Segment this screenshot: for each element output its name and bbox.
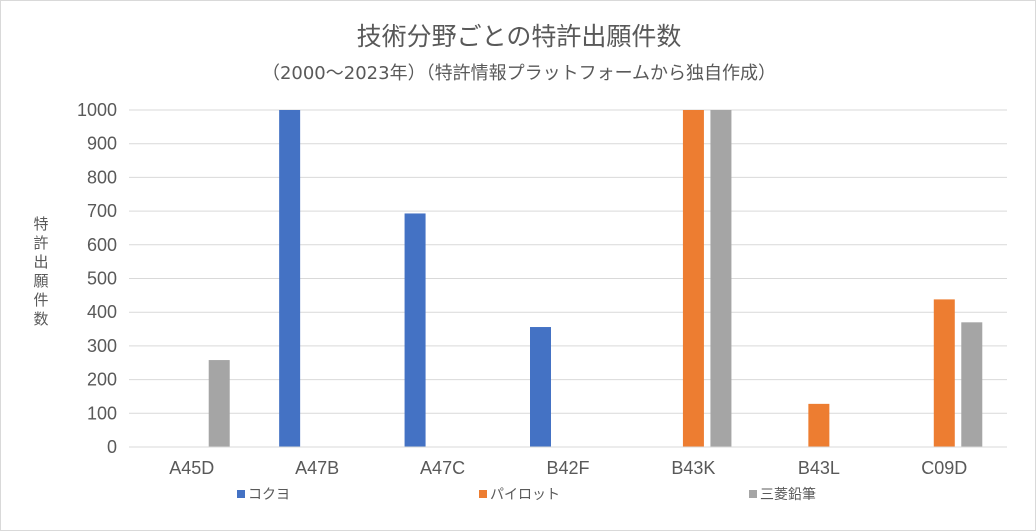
y-tick-label: 300: [87, 336, 117, 356]
chart-title: 技術分野ごとの特許出願件数: [357, 22, 682, 51]
x-tick-label: A47C: [420, 458, 465, 478]
y-tick-label: 400: [87, 302, 117, 322]
x-tick-label: C09D: [921, 458, 967, 478]
y-tick-label: 800: [87, 167, 117, 187]
y-tick-label: 700: [87, 201, 117, 221]
bar: [933, 299, 955, 447]
y-tick-label: 0: [107, 437, 117, 457]
bar: [808, 403, 830, 447]
legend-label: 三菱鉛筆: [760, 487, 816, 503]
x-tick-label: B43K: [671, 458, 715, 478]
legend-swatch: [237, 490, 245, 498]
y-tick-label: 500: [87, 269, 117, 289]
legend-swatch: [479, 490, 487, 498]
bar: [682, 110, 704, 447]
y-axis-label-char: 願: [33, 272, 48, 290]
y-tick-label: 100: [87, 403, 117, 423]
bars: [208, 110, 983, 447]
y-axis-label: 特許出願件数: [33, 215, 48, 328]
y-axis-label-char: 許: [33, 234, 48, 252]
legend-label: コクヨ: [248, 487, 290, 503]
y-axis-ticks: 0 100 200 300 400 500 600 700 800 900 1000: [77, 100, 117, 457]
x-tick-label: A45D: [169, 458, 214, 478]
y-tick-label: 600: [87, 235, 117, 255]
chart-subtitle: （2000～2023年）（特許情報プラットフォームから独自作成）: [262, 63, 776, 84]
legend-label: パイロット: [490, 487, 560, 503]
bar: [530, 327, 551, 447]
y-axis-label-char: 特: [33, 215, 48, 233]
x-tick-label: A47B: [295, 458, 339, 478]
legend: コクヨ パイロット 三菱鉛筆: [237, 487, 816, 503]
x-tick-label: B43L: [798, 458, 840, 478]
x-tick-label: B42F: [546, 458, 589, 478]
legend-swatch: [749, 490, 757, 498]
y-tick-label: 1000: [77, 100, 117, 120]
y-axis-label-char: 数: [33, 310, 48, 328]
gridlines: [129, 109, 1007, 414]
y-axis-label-char: 件: [33, 291, 48, 309]
y-axis-label-char: 出: [33, 253, 48, 271]
bar: [208, 360, 230, 447]
bar: [404, 213, 426, 447]
x-axis-ticks: A45D A47B A47C B42F B43K B43L C09D: [169, 458, 967, 478]
bar: [710, 110, 732, 447]
bar: [279, 110, 301, 447]
y-tick-label: 200: [87, 370, 117, 390]
y-tick-label: 900: [87, 134, 117, 154]
bar: [961, 322, 983, 447]
